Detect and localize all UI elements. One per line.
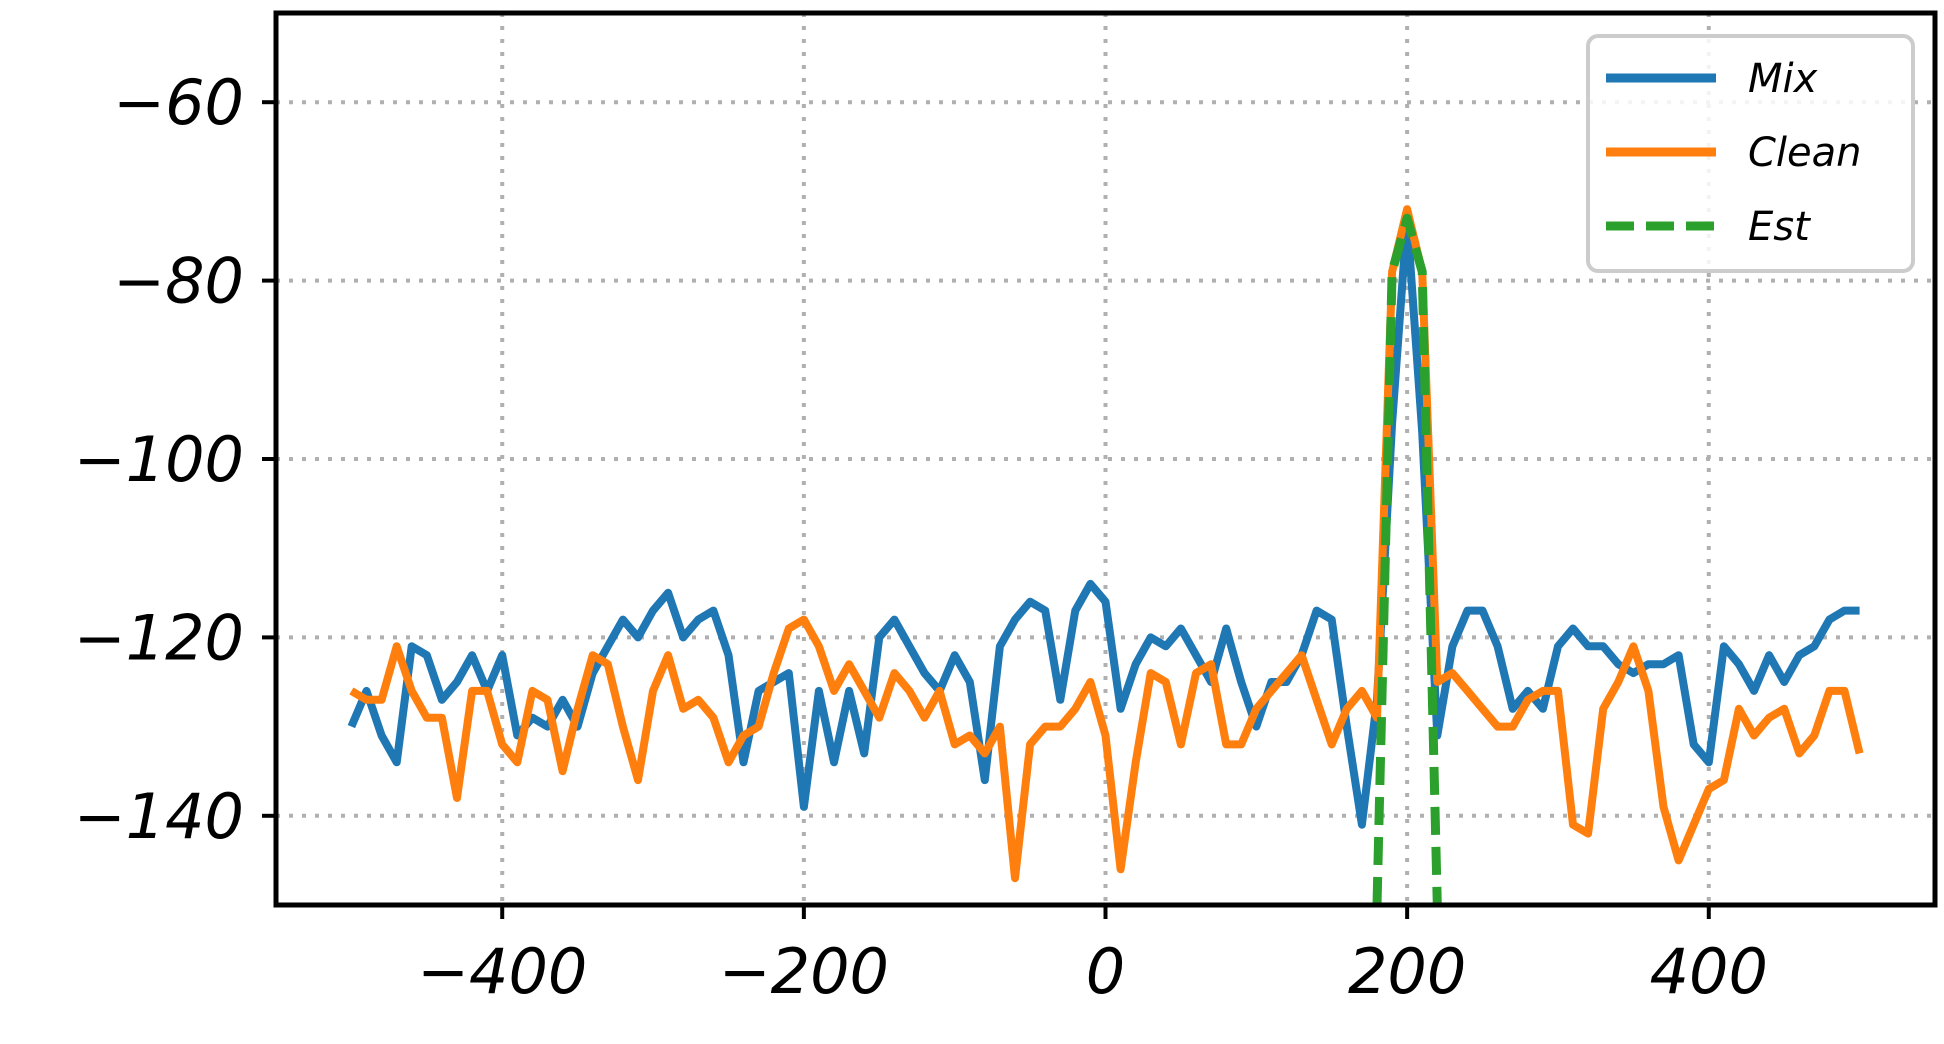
- y-tick-label: −80: [113, 245, 244, 318]
- legend-box: [1586, 34, 1915, 273]
- x-tick-label: 400: [1650, 935, 1768, 1008]
- y-tick-label: −120: [74, 601, 244, 674]
- legend-label-est: Est: [1748, 204, 1811, 250]
- x-tick-label: −200: [719, 935, 889, 1008]
- series-layer: [347, 205, 1864, 905]
- x-tick-label: 200: [1348, 935, 1466, 1008]
- legend-label-mix: Mix: [1748, 56, 1818, 102]
- y-tick-label: −140: [74, 780, 244, 853]
- axis-ticks: −400 −200 0 200 400 −60 −80 −100 −120 −140: [74, 66, 1768, 1008]
- x-tick-label: −400: [417, 935, 587, 1008]
- series-line-clean: [349, 205, 1864, 883]
- x-tick-label: 0: [1086, 935, 1125, 1008]
- legend-label-clean: Clean: [1748, 130, 1862, 176]
- y-tick-label: −100: [74, 423, 244, 496]
- series-line-est: [1372, 213, 1442, 905]
- legend: Mix Clean Est: [1586, 34, 1915, 273]
- y-tick-label: −60: [113, 66, 244, 139]
- series-line-mix: [347, 214, 1860, 829]
